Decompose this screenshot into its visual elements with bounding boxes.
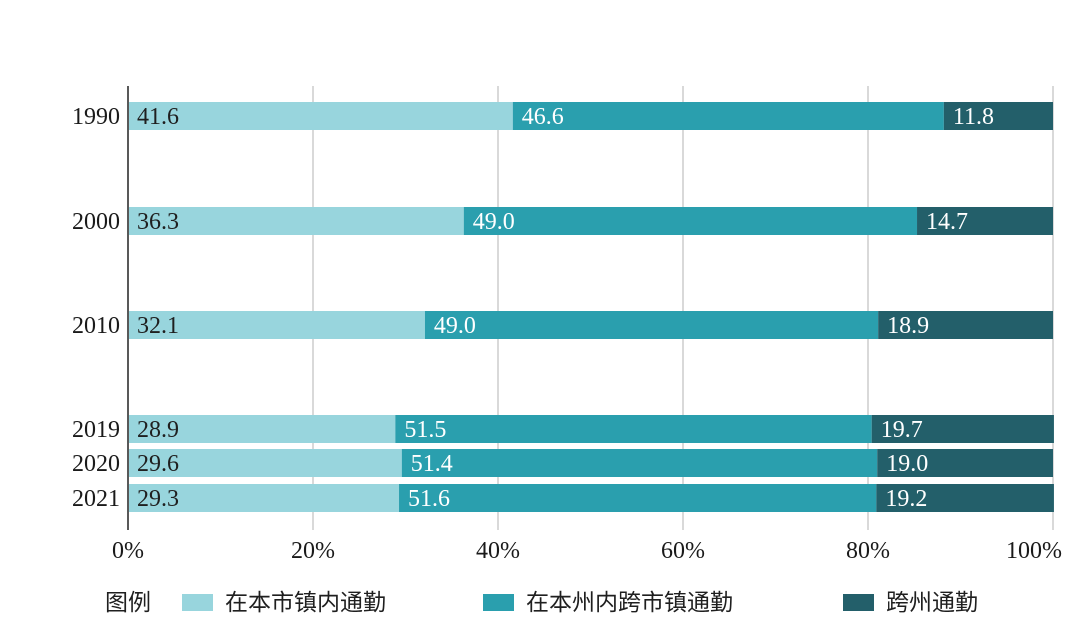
- bar-2020-series-2: [401, 449, 878, 477]
- value-label-2000-series-2: 49.0: [473, 209, 515, 235]
- bar-2021-series-2: [399, 484, 877, 512]
- year-label-2000: 2000: [72, 209, 120, 235]
- bar-2000-series-3: [917, 207, 1053, 235]
- legend: 图例 在本市镇内通勤 在本州内跨市镇通勤 跨州通勤: [105, 590, 978, 616]
- year-label-2021: 2021: [72, 486, 120, 512]
- year-label-1990: 1990: [72, 104, 120, 130]
- bar-2020-series-1: [128, 449, 402, 477]
- bar-2010-series-2: [424, 311, 879, 339]
- bar-2019-series-3: [871, 415, 1054, 443]
- value-label-2021-series-3: 19.2: [885, 486, 927, 512]
- value-label-1990-series-1: 41.6: [137, 104, 179, 130]
- legend-label-3: 跨州通勤: [886, 590, 978, 616]
- year-label-2020: 2020: [72, 451, 120, 477]
- bar-2000-series-2: [463, 207, 918, 235]
- year-label-2019: 2019: [72, 417, 120, 443]
- x-tick-label-80: 80%: [846, 538, 890, 564]
- legend-title: 图例: [105, 590, 151, 616]
- x-tick-label-40: 40%: [476, 538, 520, 564]
- legend-item-3: 跨州通勤: [843, 590, 978, 616]
- legend-swatch-1: [182, 594, 213, 611]
- bar-2010-series-1: [128, 311, 425, 339]
- bar-2021-series-1: [128, 484, 400, 512]
- legend-swatch-2: [483, 594, 514, 611]
- year-label-2010: 2010: [72, 313, 120, 339]
- value-label-2010-series-3: 18.9: [887, 313, 929, 339]
- value-label-2021-series-1: 29.3: [137, 486, 179, 512]
- value-label-2019-series-2: 51.5: [404, 417, 446, 443]
- x-axis-tick-labels: 0% 20% 40% 60% 80% 100%: [112, 538, 1062, 564]
- value-label-2000-series-1: 36.3: [137, 209, 179, 235]
- value-label-2020-series-2: 51.4: [411, 451, 453, 477]
- bar-1990-series-3: [943, 102, 1053, 130]
- value-label-2020-series-3: 19.0: [886, 451, 928, 477]
- value-label-2000-series-3: 14.7: [926, 209, 968, 235]
- bar-2019-series-2: [395, 415, 872, 443]
- bar-1990-series-1: [128, 102, 513, 130]
- legend-item-2: 在本州内跨市镇通勤: [483, 590, 733, 616]
- x-tick-label-0: 0%: [112, 538, 144, 564]
- legend-swatch-3: [843, 594, 874, 611]
- bars: [128, 102, 1054, 512]
- value-label-2019-series-1: 28.9: [137, 417, 179, 443]
- value-label-1990-series-3: 11.8: [953, 104, 994, 130]
- bar-2021-series-3: [876, 484, 1054, 512]
- value-label-2010-series-1: 32.1: [137, 313, 179, 339]
- value-label-2019-series-3: 19.7: [881, 417, 923, 443]
- year-labels: 1990 2000 2010 2019 2020 2021: [72, 104, 120, 512]
- legend-label-1: 在本市镇内通勤: [225, 590, 386, 616]
- value-labels: 41.6 46.6 11.8 36.3 49.0 14.7 32.1 49.0 18.9 28.9…: [137, 104, 994, 512]
- x-tick-label-60: 60%: [661, 538, 705, 564]
- bar-2019-series-1: [128, 415, 396, 443]
- legend-label-2: 在本州内跨市镇通勤: [526, 590, 733, 616]
- x-tick-label-20: 20%: [291, 538, 335, 564]
- value-label-2021-series-2: 51.6: [408, 486, 450, 512]
- bar-2000-series-1: [128, 207, 464, 235]
- bar-2020-series-3: [877, 449, 1053, 477]
- legend-item-1: 在本市镇内通勤: [182, 590, 386, 616]
- value-label-1990-series-2: 46.6: [522, 104, 564, 130]
- value-label-2020-series-1: 29.6: [137, 451, 179, 477]
- value-label-2010-series-2: 49.0: [434, 313, 476, 339]
- x-tick-label-100: 100%: [1006, 538, 1062, 564]
- bar-1990-series-2: [512, 102, 944, 130]
- bar-2010-series-3: [878, 311, 1053, 339]
